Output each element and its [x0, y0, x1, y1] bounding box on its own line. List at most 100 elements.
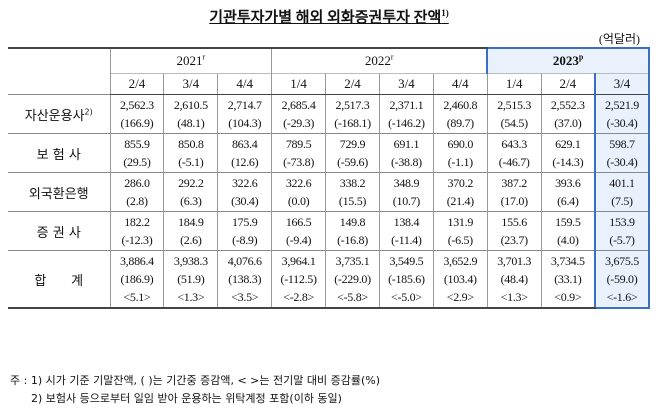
cell-value: (-59.6) [337, 155, 368, 169]
title-note: 1) [441, 8, 449, 18]
cell-value: (-59.0) [606, 272, 638, 286]
cell-value: (-38.8) [390, 155, 422, 169]
cell-value: (29.5) [123, 155, 151, 169]
cell-value: 3,701.3 [497, 254, 532, 268]
cell-value: (-11.4) [391, 233, 422, 247]
cell-value: <2.9> [446, 290, 474, 304]
cell-value: 2,460.8 [443, 98, 478, 112]
cell-value: (15.5) [338, 194, 367, 208]
cell-value: (-9.4) [286, 233, 312, 247]
cell-value: 789.5 [285, 137, 312, 151]
cell: 643.3 (-46.7) [486, 133, 542, 173]
cell-value: 863.4 [231, 137, 258, 151]
cell: 159.5 (4.0) [540, 211, 596, 251]
cell-value: 850.8 [178, 137, 204, 151]
cell: 729.9 (-59.6) [325, 133, 380, 173]
cell: 155.6 (23.7) [486, 211, 542, 251]
quarter: 1/4 [271, 73, 326, 95]
cell-value: (2.8) [126, 194, 148, 208]
cell-value: 3,938.3 [173, 254, 208, 268]
cell: 2,521.9 (-30.4) [594, 94, 650, 134]
cell-value: 3,549.5 [389, 254, 424, 268]
cell-value: (12.6) [231, 155, 259, 169]
cell-value: (-1.1) [447, 155, 474, 169]
row-label-text: 보 험 사 [36, 147, 81, 163]
cell-value: (10.7) [392, 194, 421, 208]
cell-value: (0.0) [287, 194, 310, 208]
cell: 598.7 (-30.4) [594, 133, 650, 173]
cell: 2,714.7 (104.3) [217, 94, 272, 134]
year-mark: r [202, 52, 206, 62]
cell-value: (-5.1) [178, 155, 204, 169]
cell-value: <5.1> [123, 290, 151, 304]
row-label-text: 합 계 [34, 273, 84, 289]
cell: 2,460.8 (89.7) [432, 94, 488, 134]
cell: 292.2 (6.3) [163, 172, 218, 212]
cell-value: 2,610.5 [173, 98, 208, 112]
cell-value: (54.5) [500, 116, 529, 130]
cell-value: 159.5 [555, 215, 581, 229]
cell-value: (138.3) [228, 272, 262, 286]
row-label-text: 증 권 사 [36, 225, 81, 241]
cell: 2,515.3 (54.5) [486, 94, 542, 134]
year-header: 2021r [109, 47, 272, 74]
quarter: 1/4 [486, 73, 542, 95]
cell: 149.8 (-16.8) [325, 211, 380, 251]
table: 2021r 2022r 2023p 2/4 3/4 4/4 1/4 2/4 3/4 4/4 1/4 2… [8, 47, 650, 309]
cell-value: (-12.3) [121, 233, 153, 247]
cell-value: 690.0 [447, 137, 474, 151]
cell-value: 131.9 [447, 215, 474, 229]
cell-value: (-16.8) [337, 233, 368, 247]
row-label: 외국환은행 [8, 172, 110, 212]
cell-value: 2,685.4 [281, 98, 316, 112]
cell: 401.1 (7.5) [594, 172, 650, 212]
row: 증 권 사 182.2 (-12.3) 184.9 (2.6) 175.9 (-8.9) 16… [8, 211, 650, 251]
cell: 3,652.9 (103.4) <2.9> [432, 250, 488, 309]
row-label-text: 외국환은행 [28, 186, 89, 202]
note: 2) 보험사 등으로부터 일임 받아 운용하는 위탁계정 포함(이하 동일) [31, 392, 342, 405]
cell-value: (-168.1) [334, 116, 371, 130]
cell: 629.1 (-14.3) [540, 133, 596, 173]
year: 2021r [177, 53, 206, 68]
cell-value: 155.6 [501, 215, 527, 229]
cell-value: 3,964.1 [281, 254, 316, 268]
cell: 2,562.3 (166.9) [109, 94, 164, 134]
cell-value: 2,521.9 [605, 98, 639, 112]
cell-value: 2,371.1 [389, 98, 424, 112]
cell: 3,938.3 (51.9) <1.3> [163, 250, 218, 309]
cell-value: 322.6 [231, 176, 258, 190]
cell-value: 2,515.3 [497, 98, 532, 112]
cell-value: (89.7) [446, 116, 475, 130]
cell: 855.9 (29.5) [109, 133, 164, 173]
row: 자산운용사2) 2,562.3 (166.9) 2,610.5 (48.1) 2,714.… [8, 94, 650, 134]
cell-value: 2,517.3 [335, 98, 370, 112]
cell-value: (-73.8) [283, 155, 315, 169]
cell-value: (-229.0) [334, 272, 371, 286]
quarter: 3/4 [594, 73, 650, 95]
row: 외국환은행 286.0 (2.8) 292.2 (6.3) 322.6 (30.4) 322.… [8, 172, 650, 212]
cell: 175.9 (-8.9) [217, 211, 272, 251]
cell-value: (103.4) [443, 272, 477, 286]
cell-value: 393.6 [555, 176, 581, 190]
cell-value: 138.4 [393, 215, 420, 229]
year: 2022r [365, 53, 394, 68]
year-text: 2021 [176, 53, 203, 69]
cell: 138.4 (-11.4) [378, 211, 434, 251]
note: 주 : 1) 시가 기준 기말잔액, ( )는 기간중 증감액, < >는 전기… [10, 374, 380, 387]
cell-value: 338.2 [339, 176, 366, 190]
cell: 131.9 (-6.5) [432, 211, 488, 251]
row-label-text: 자산운용사 [24, 108, 85, 124]
cell-value: (51.9) [177, 272, 205, 286]
cell-value: (-30.4) [606, 116, 638, 130]
cell: 691.1 (-38.8) [378, 133, 434, 173]
title-text: 기관투자가별 해외 외화증권투자 잔액 [209, 10, 442, 26]
cell-value: 182.2 [124, 215, 150, 229]
cell-value: (37.0) [554, 116, 582, 130]
cell: 690.0 (-1.1) [432, 133, 488, 173]
cell-value: 4,076.6 [227, 254, 262, 268]
cell-value: (6.4) [557, 194, 579, 208]
cell-value: 348.9 [393, 176, 420, 190]
cell-value: <-5.0> [391, 290, 422, 304]
cell-value: (4.0) [557, 233, 579, 247]
quarter: 2/4 [325, 73, 380, 95]
